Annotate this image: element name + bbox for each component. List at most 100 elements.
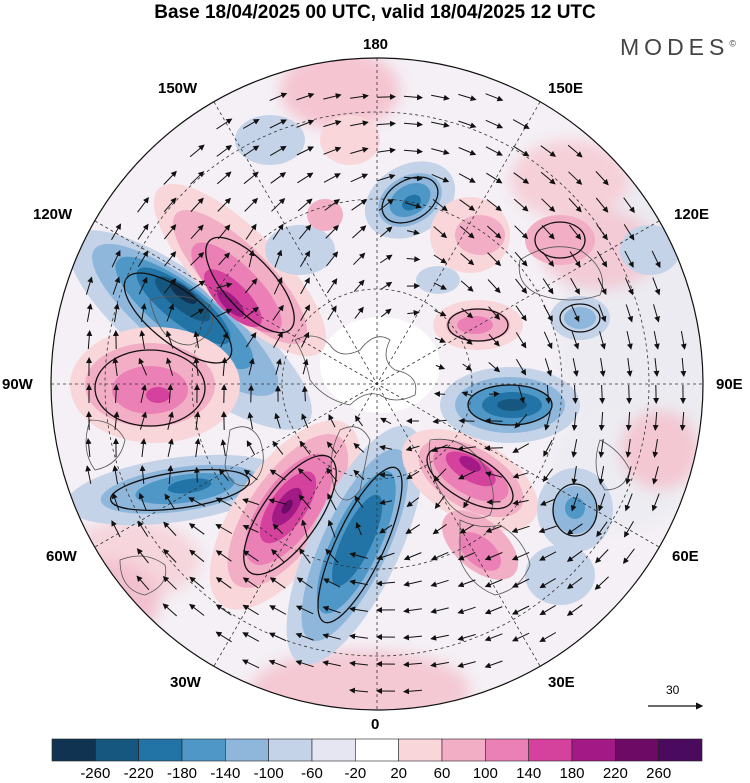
wind-vector [111,520,121,538]
wind-vector [432,418,447,425]
negative-anomaly-north-atlantic [286,425,424,665]
wind-vector [299,547,311,564]
colorbar-tick-label: 260 [646,765,672,782]
wind-vector [485,146,503,156]
wind-vector [324,199,341,211]
wind-vector [351,199,368,211]
wind-vector [323,578,341,588]
wind-vector [511,525,530,534]
wind-vector [376,580,396,587]
wind-vector [274,249,283,268]
wind-vector [188,497,206,507]
wind-vector [194,411,201,430]
lon-label-30w: 30W [170,674,201,691]
wind-vector [566,577,583,590]
wind-vector [653,358,660,377]
wind-vector [302,358,309,375]
wind-vector [459,524,474,534]
wind-vector [515,359,527,376]
lon-label-120w: 120W [33,206,73,223]
wind-vector [243,145,260,157]
wind-vector [513,145,530,157]
wind-vector [486,225,502,239]
wind-vector [377,147,396,154]
wind-vector [458,120,477,129]
colorbar-tick-label: -220 [123,765,154,782]
streamline-contours [94,176,601,624]
wind-vector [543,439,553,457]
positive-anomaly-scandinavia [402,428,538,532]
wind-vector [244,278,258,294]
wind-vector [349,552,368,559]
wind-vector [515,305,527,322]
wind-vector [138,276,148,295]
colorbar-segment [51,738,96,762]
wind-vector [539,498,556,506]
wind-vector [380,308,392,318]
wind-vector [432,523,447,535]
contour-line [534,221,586,259]
wind-vectors [85,92,687,695]
wind-vector [166,303,175,322]
wind-vector [189,144,205,158]
wind-vector [512,119,530,129]
wind-vector [544,412,551,431]
contour-line [243,454,337,576]
wind-vector [485,93,504,102]
lon-label-150w: 150W [158,80,198,97]
wind-vector [216,171,232,185]
wind-vector [328,414,336,428]
wind-vector [188,523,205,535]
colorbar-tick-label: -60 [301,765,323,782]
wind-vector [406,256,421,263]
wind-vector [512,443,530,453]
wind-vector [112,276,121,295]
wind-vector [653,304,660,323]
wind-vector [350,146,369,154]
wind-vector [458,417,475,424]
wind-vector [430,607,449,614]
wind-vector [380,254,393,264]
wind-vector [434,495,446,510]
wind-vector [544,358,553,377]
wind-vector [353,469,365,480]
wind-vector [163,197,177,213]
wind-vector [167,411,174,430]
wind-vector [193,466,200,483]
wind-vector [571,439,578,458]
wind-vector [85,438,92,458]
wind-vector [243,306,259,319]
wind-vector [538,525,557,534]
wind-vector [354,495,364,508]
wind-vector [484,552,503,561]
wind-vector [242,498,260,506]
wind-vector [515,278,528,294]
wind-vector [136,575,150,591]
wind-vector [164,251,177,267]
wind-vector [434,391,446,397]
wind-vector [349,579,368,586]
wind-vector [541,224,555,240]
wind-vector [295,632,314,641]
wind-vector [242,550,259,562]
wind-vector [434,337,446,343]
wind-vector [85,276,94,295]
wind-vector [162,603,178,617]
wind-vector [323,93,342,100]
wind-vector [216,308,233,318]
wind-vector [111,249,121,268]
wind-vector [242,604,259,616]
wind-vector [86,330,93,350]
wind-vector [596,521,608,538]
wind-vector [218,252,230,266]
wind-vector [296,577,313,589]
wind-vector [463,496,471,509]
wind-vector [539,632,557,642]
wind-vector [242,524,259,533]
wind-vector [273,331,283,348]
wind-vector [405,445,420,452]
brand-copyright-mark: © [729,38,736,49]
colorbar-segment [398,738,443,762]
wind-vector [245,331,257,348]
wind-vector [216,145,232,157]
